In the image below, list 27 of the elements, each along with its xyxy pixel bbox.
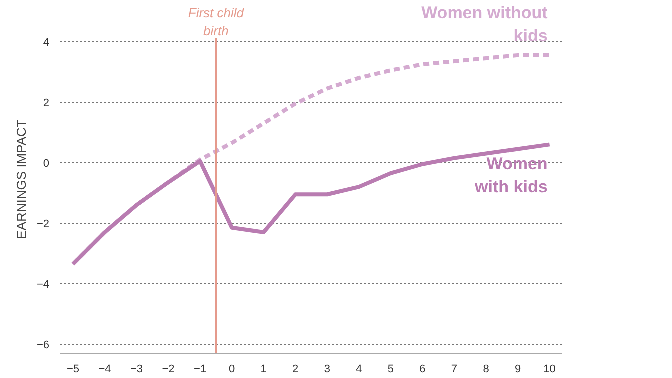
y-axis-title: EARNINGS IMPACT [14,120,29,240]
x-tick-label: 1 [260,364,267,376]
x-tick-label: 2 [292,364,299,376]
x-tick-label: 4 [356,364,362,376]
y-tick-label: −2 [36,218,50,230]
y-tick-label: 0 [43,158,50,170]
y-tick-label: −4 [36,278,50,291]
ref-line-label: First child birth [188,6,245,38]
x-tick-label: 7 [451,364,458,376]
series-label: Women without kids [422,4,548,46]
x-tick-label: 10 [544,364,556,376]
y-tick-label: −6 [36,339,50,352]
x-tick-label: 8 [483,364,490,376]
x-tick-label: 0 [229,364,236,376]
x-tick-label: −4 [98,364,112,376]
y-tick-label: 4 [43,36,50,49]
series-label: Women with kids [474,154,548,196]
x-tick-label: −3 [130,364,144,376]
y-tick-label: 2 [43,97,50,110]
line-series [71,142,552,266]
x-tick-label: −2 [162,364,175,376]
x-tick-label: 9 [514,364,522,376]
x-tick-label: 6 [420,364,426,376]
x-tick-label: −5 [66,364,80,376]
x-tick-label: 3 [324,364,330,376]
x-tick-label: 5 [388,364,394,376]
x-tick-label: −1 [194,364,207,376]
